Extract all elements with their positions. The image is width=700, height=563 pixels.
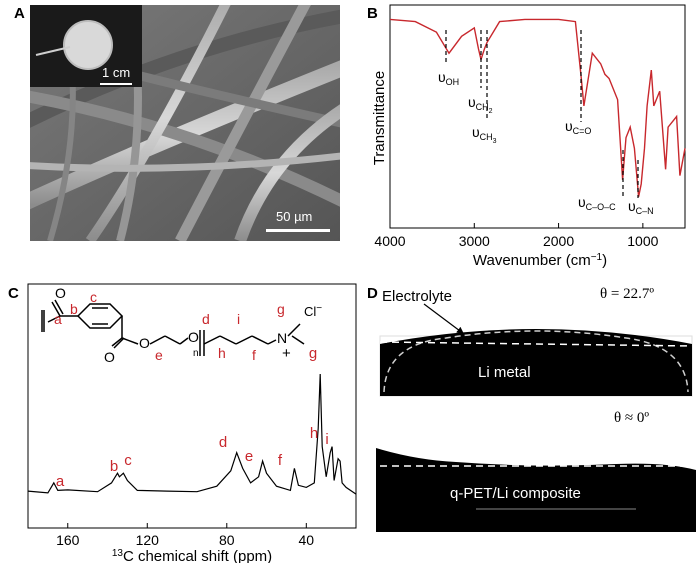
- ftir-frame: [389, 4, 686, 229]
- inset-scale-label: 1 cm: [102, 65, 131, 80]
- peak-label-i: i: [325, 431, 328, 448]
- peak-label-ch3: υCH3: [472, 124, 497, 145]
- atom-oxygen-ester-carbonyl: O: [104, 349, 115, 365]
- ftir-peak-markers: [445, 30, 639, 198]
- peak-label-cn: υC–N: [628, 198, 654, 216]
- struct-label-f: f: [252, 347, 256, 363]
- droplet-outline: [383, 330, 689, 393]
- baseline-top: [379, 341, 693, 347]
- atom-nitrogen: N: [277, 330, 287, 346]
- nmr-tick-160: 160: [56, 532, 80, 548]
- struct-label-c: c: [90, 289, 97, 305]
- droplet-on-li-metal: [380, 329, 692, 396]
- structure-labels: a b c d e n h i f g: [54, 289, 285, 363]
- nmr-tick-120: 120: [136, 532, 160, 548]
- ftir-xlabel-main: Wavenumber (cm: [473, 252, 591, 269]
- electrolyte-arrow: [423, 303, 465, 335]
- ftir-xlabel-end: ): [602, 252, 607, 269]
- panel-b-letter: B: [367, 5, 378, 22]
- nmr-spectrum-line: [27, 373, 357, 495]
- panel-d-letter: D: [367, 285, 378, 302]
- contact-angle-images: [376, 303, 696, 532]
- composite-surface: [376, 448, 696, 532]
- nmr-xlabel-main: C chemical shift (ppm): [123, 548, 272, 563]
- counter-ion: Cl−: [304, 303, 322, 320]
- atom-oxygen-ether: O: [188, 329, 199, 345]
- panel-c-letter: C: [8, 285, 19, 302]
- nmr-frame: [27, 283, 357, 529]
- peak-label-f: f: [278, 452, 283, 469]
- peak-label-h: h: [310, 425, 318, 442]
- electrolyte-label: Electrolyte: [382, 288, 453, 305]
- peak-label-oh: υOH: [438, 69, 459, 87]
- nmr-xlabel: 13C chemical shift (ppm): [112, 548, 272, 563]
- sem-fibers: [30, 5, 340, 241]
- struct-label-h: h: [218, 345, 226, 361]
- ftir-tick-labels: 4000 3000 2000 1000: [374, 233, 658, 249]
- contact-angle-bottom: θ ≈ 0º: [614, 410, 650, 426]
- sem-image: 1 cm 50 µm: [30, 5, 340, 241]
- struct-label-b: b: [70, 301, 78, 317]
- struct-label-i: i: [237, 311, 240, 327]
- inset-scale-bar: [100, 83, 132, 85]
- peak-label-co: υC=O: [565, 118, 591, 136]
- ftir-tick-3000: 3000: [459, 233, 490, 249]
- nmr-chart: 160 120 80 40 13C chemical shift (ppm) a…: [27, 283, 357, 563]
- structure-atoms: O O O O N + Cl−: [55, 285, 322, 365]
- ftir-spectrum-line: [389, 18, 686, 197]
- ftir-tick-4000: 4000: [374, 233, 405, 249]
- peak-label-a: a: [56, 473, 65, 490]
- ftir-peak-labels: υOH υCH2 υCH3 υC=O υC–O–C υC–N: [438, 69, 654, 216]
- ftir-ticks: [389, 223, 644, 228]
- peak-label-c: c: [124, 452, 132, 469]
- atom-oxygen-carbonyl: O: [55, 285, 66, 301]
- struct-label-d: d: [202, 311, 210, 327]
- peak-label-b: b: [110, 458, 118, 475]
- nmr-tick-labels: 160 120 80 40: [56, 532, 314, 548]
- panel-a-letter: A: [14, 5, 25, 22]
- inset-disc: [35, 20, 113, 70]
- peak-label-d: d: [219, 434, 227, 451]
- peak-label-ch2: υCH2: [468, 94, 493, 115]
- struct-label-n: n: [193, 348, 199, 359]
- nmr-peak-labels: a b c d e f g h i: [56, 345, 329, 490]
- peak-label-coc: υC–O–C: [578, 194, 616, 212]
- struct-label-a: a: [54, 311, 62, 327]
- ftir-ylabel: Transmittance: [371, 71, 388, 165]
- peak-label-g: g: [309, 345, 317, 362]
- ftir-xlabel: Wavenumber (cm−1): [473, 252, 607, 270]
- inset-photo: 1 cm: [30, 5, 142, 87]
- nitrogen-charge: +: [282, 345, 291, 362]
- scale-bar: [266, 229, 330, 232]
- ftir-chart: Transmittance 4000 3000 2000 1000 Wavenu…: [371, 4, 686, 270]
- ftir-xlabel-sup: −1: [591, 252, 603, 263]
- struct-label-e: e: [155, 347, 163, 363]
- ftir-tick-1000: 1000: [627, 233, 658, 249]
- nmr-tick-80: 80: [219, 532, 235, 548]
- composite-label: q-PET/Li composite: [450, 485, 581, 502]
- atom-oxygen-ester: O: [139, 335, 150, 351]
- nmr-ticks: [67, 523, 307, 528]
- scale-bar-label: 50 µm: [276, 209, 313, 224]
- nmr-xlabel-sup: 13: [112, 548, 124, 559]
- contact-angle-top: θ = 22.7º: [600, 286, 655, 302]
- nmr-tick-40: 40: [299, 532, 315, 548]
- struct-label-g: g: [277, 301, 285, 317]
- li-metal-label: Li metal: [478, 364, 531, 381]
- ftir-tick-2000: 2000: [543, 233, 574, 249]
- chemical-structure: [41, 299, 305, 356]
- peak-label-e: e: [245, 448, 253, 465]
